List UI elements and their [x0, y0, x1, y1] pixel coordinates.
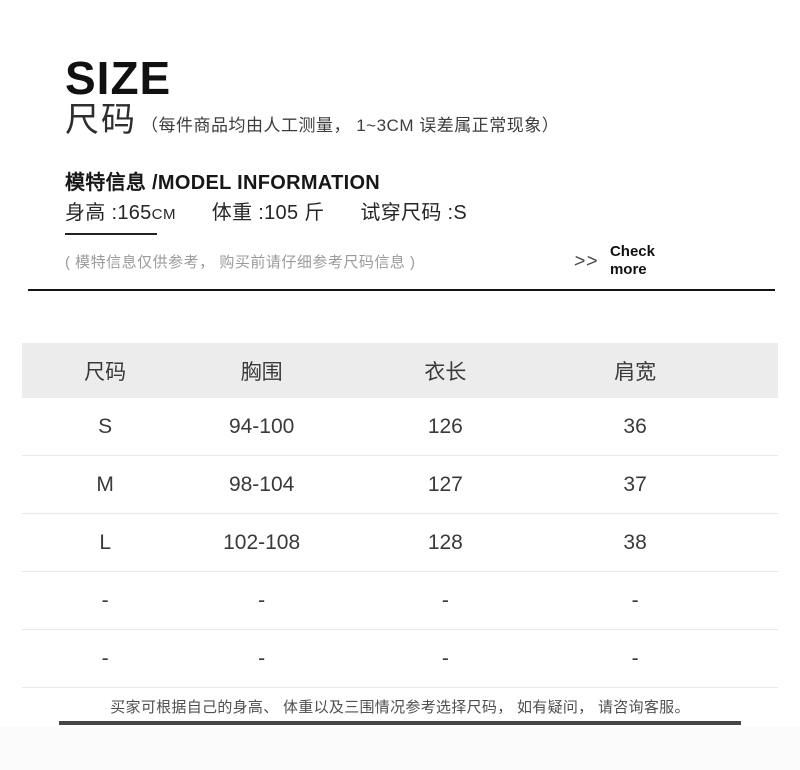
table-cell: - — [631, 588, 639, 612]
model-height: 身高 :165CM — [65, 202, 176, 224]
table-cell: - — [258, 588, 266, 612]
size-table: 尺码 胸围 衣长 肩宽 S 94-100 126 36 M 98-104 127 37 L 102… — [22, 343, 778, 688]
model-height-unit: CM — [151, 206, 176, 224]
model-stats: 身高 :165CM 体重 :105 斤 试穿尺码 :S — [65, 201, 800, 225]
table-header-row: 尺码 胸围 衣长 肩宽 — [22, 343, 778, 398]
table-cell: 98-104 — [228, 472, 295, 496]
table-row: L 102-108 128 38 — [22, 514, 778, 572]
meta-row: ( 模特信息仅供参考， 购买前请仔细参考尺码信息 ) >> Check more — [65, 243, 800, 279]
double-chevron-right-icon: >> — [572, 250, 600, 272]
table-row: M 98-104 127 37 — [22, 456, 778, 514]
model-fit-size: 试穿尺码 :S — [360, 202, 467, 224]
model-fit-value: S — [453, 202, 467, 225]
table-cell: - — [101, 588, 109, 612]
check-more-label: Check more — [609, 243, 655, 279]
bottom-strip — [0, 727, 800, 770]
subtitle-row: 尺码 （每件商品均由人工测量， 1~3CM 误差属正常现象） — [65, 101, 800, 139]
table-cell: 127 — [427, 472, 463, 496]
table-row: S 94-100 126 36 — [22, 398, 778, 456]
table-cell: 36 — [623, 414, 647, 438]
table-cell: - — [441, 646, 449, 670]
page-subtitle: 尺码 — [65, 101, 137, 140]
model-info-heading-en: /MODEL INFORMATION — [146, 172, 381, 195]
column-header-length: 衣长 — [424, 360, 467, 384]
column-header-bust: 胸围 — [240, 360, 283, 384]
check-more-link[interactable]: >> Check more — [572, 243, 655, 279]
table-cell: S — [98, 414, 113, 438]
footer-note: 买家可根据自己的身高、 体重以及三围情况参考选择尺码， 如有疑问， 请咨询客服。 — [110, 699, 690, 716]
page-title: SIZE — [65, 52, 172, 104]
top-section: SIZE 尺码 （每件商品均由人工测量， 1~3CM 误差属正常现象） 模特信息… — [0, 0, 800, 279]
table-cell: M — [96, 472, 114, 496]
size-table-body: S 94-100 126 36 M 98-104 127 37 L 102-108 128 38 - - -… — [22, 398, 778, 688]
table-cell: 94-100 — [228, 414, 295, 438]
model-height-value: 165 — [117, 202, 152, 225]
model-weight-label: 体重 : — [211, 202, 265, 225]
model-info-heading: 模特信息 /MODEL INFORMATION — [65, 171, 800, 195]
table-cell: - — [631, 646, 639, 670]
model-fit-label: 试穿尺码 : — [360, 202, 454, 225]
table-cell: - — [441, 588, 449, 612]
table-cell: - — [101, 646, 109, 670]
measurement-note: （每件商品均由人工测量， 1~3CM 误差属正常现象） — [141, 116, 560, 136]
footer-rule — [59, 721, 741, 725]
table-cell: 128 — [427, 530, 463, 554]
table-cell: 102-108 — [223, 530, 301, 554]
table-cell: 126 — [427, 414, 463, 438]
table-cell: - — [258, 646, 266, 670]
table-cell: L — [99, 530, 111, 554]
table-cell: 37 — [623, 472, 647, 496]
table-row: ---- — [22, 630, 778, 688]
model-weight-value: 105 斤 — [264, 202, 325, 225]
model-disclaimer: ( 模特信息仅供参考， 购买前请仔细参考尺码信息 ) — [65, 253, 416, 271]
table-cell: 38 — [623, 530, 647, 554]
column-header-size: 尺码 — [84, 360, 127, 384]
model-weight: 体重 :105 斤 — [212, 202, 325, 224]
model-height-label: 身高 : — [65, 202, 118, 225]
section-divider — [28, 289, 775, 291]
stats-underline — [65, 233, 157, 236]
column-header-shoulder: 肩宽 — [614, 360, 657, 384]
model-info-heading-cn: 模特信息 — [65, 172, 147, 195]
table-row: ---- — [22, 572, 778, 630]
